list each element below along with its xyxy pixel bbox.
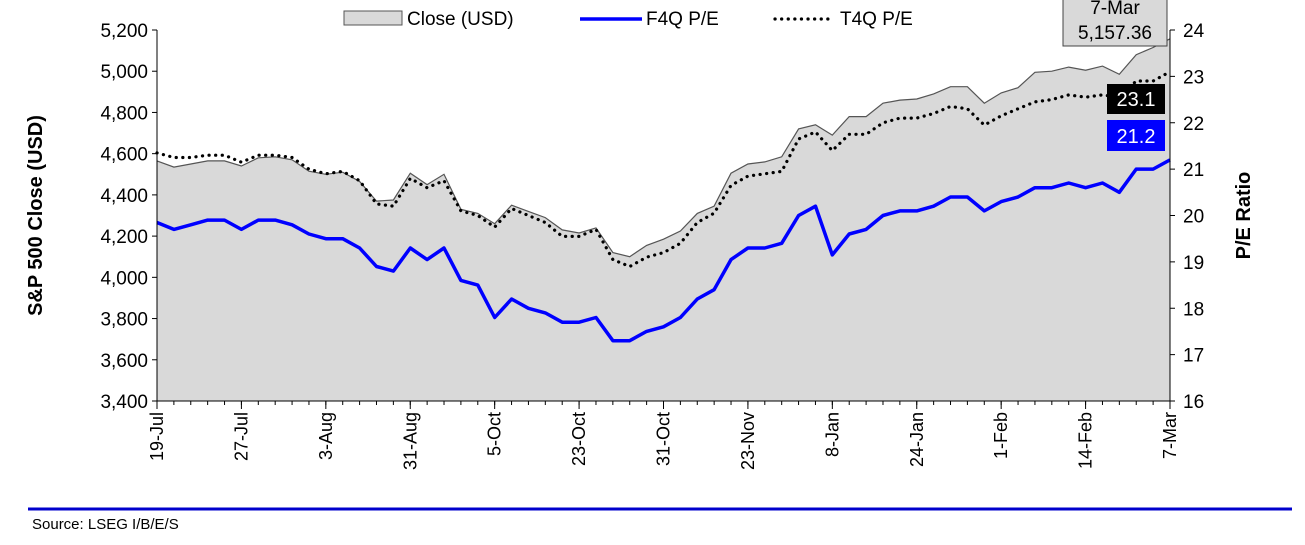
close-annotation-value: 5,157.36	[1078, 23, 1152, 44]
x-tick-label: 3-Aug	[316, 412, 336, 460]
left-tick-label: 3,600	[100, 351, 148, 372]
close-annotation-box	[1062, 0, 1168, 47]
right-tick-label: 16	[1183, 392, 1204, 413]
f4q-line	[156, 158, 1171, 343]
x-tick-label: 14-Feb	[1076, 412, 1096, 469]
right-tick-label: 21	[1183, 160, 1204, 181]
x-tick-label: 27-Jul	[231, 412, 251, 461]
close-annotation-date: 7-Mar	[1090, 0, 1140, 19]
close-area	[157, 38, 1170, 402]
x-tick-label: 19-Jul	[147, 412, 167, 461]
legend-t4q-label: T4Q P/E	[840, 9, 913, 30]
x-tick-label: 5-Oct	[485, 412, 505, 456]
legend: Close (USD) F4Q P/E T4Q P/E	[343, 9, 913, 30]
f4q-annotation-value: 21.2	[1117, 126, 1156, 148]
x-tick-label: 31-Aug	[400, 412, 420, 470]
x-tick-label: 31-Oct	[654, 412, 674, 466]
x-tick-label: 24-Jan	[907, 412, 927, 467]
t4q-line	[155, 70, 1172, 269]
x-tick-label: 1-Feb	[991, 412, 1011, 459]
pe-lines-layer	[155, 70, 1172, 343]
left-tick-label: 5,000	[100, 62, 148, 83]
y-axis-title: S&P 500 Close (USD)	[25, 115, 47, 316]
axes-layer: 3,400 3,600 3,800 4,000 4,200 4,400 4,600 4,800…	[25, 21, 1255, 470]
source-note: Source: LSEG I/B/E/S	[32, 516, 179, 533]
x-tick-label: 23-Nov	[738, 412, 758, 470]
left-tick-label: 4,000	[100, 268, 148, 289]
left-tick-label: 3,800	[100, 310, 148, 331]
f4q-annotation-box	[1107, 120, 1165, 151]
right-tick-label: 19	[1183, 253, 1204, 274]
right-tick-label: 22	[1183, 114, 1204, 135]
t4q-annotation-box	[1107, 84, 1165, 114]
right-tick-label: 23	[1183, 67, 1204, 88]
legend-f4q-label: F4Q P/E	[646, 9, 719, 30]
x-tick-label: 7-Mar	[1160, 412, 1180, 459]
close-area-layer	[156, 38, 1171, 402]
left-tick-label: 4,400	[100, 186, 148, 207]
right-tick-label: 17	[1183, 346, 1204, 367]
left-tick-label: 4,800	[100, 103, 148, 124]
right-tick-label: 20	[1183, 207, 1204, 228]
left-tick-label: 4,200	[100, 227, 148, 248]
legend-close-swatch	[343, 10, 403, 26]
right-tick-label: 24	[1183, 21, 1205, 42]
x-tick-label: 8-Jan	[822, 412, 842, 457]
left-tick-label: 4,600	[100, 145, 148, 166]
left-tick-label: 3,400	[100, 392, 148, 413]
right-tick-label: 18	[1183, 299, 1204, 320]
t4q-annotation-value: 23.1	[1117, 89, 1156, 111]
annotations-layer: 7-Mar 5,157.36 23.1 21.2	[1062, 0, 1168, 151]
y2-axis-title: P/E Ratio	[1233, 172, 1255, 260]
x-tick-label: 23-Oct	[569, 412, 589, 466]
legend-close-label: Close (USD)	[407, 9, 514, 30]
left-tick-label: 5,200	[100, 21, 148, 42]
